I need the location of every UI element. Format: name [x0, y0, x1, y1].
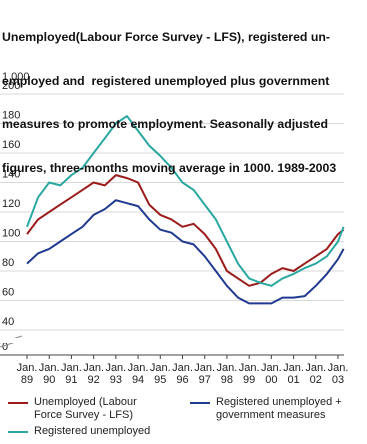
title-line: measures to promote employment. Seasonal…	[2, 117, 328, 131]
axis-break-gap	[0, 338, 22, 343]
y-tick-label: 100	[2, 227, 20, 239]
x-tick-label: Jan. 92	[83, 362, 105, 386]
x-tick-label: Jan. 89	[16, 362, 38, 386]
x-tick-label: Jan. 93	[105, 362, 127, 386]
legend-label: Registered unemployed	[34, 425, 151, 437]
y-tick-label: 200	[2, 80, 20, 92]
x-tick-label: Jan. 98	[216, 362, 238, 386]
x-tick-label: Jan. 95	[149, 362, 171, 386]
series-line	[26, 199, 345, 305]
y-tick-label: 80	[2, 257, 14, 269]
y-tick-label: 40	[2, 316, 14, 328]
y-tick-label: 60	[2, 286, 14, 298]
title-line: employed and registered unemployed plus …	[2, 73, 330, 88]
x-tick-label: Jan. 97	[194, 362, 216, 386]
y-tick-label: 180	[2, 109, 20, 121]
y-tick-label: 160	[2, 139, 20, 151]
x-tick-label: Jan. 02	[305, 362, 327, 386]
y-tick-label: 140	[2, 168, 20, 180]
legend-label: Registered unemployed + government measu…	[216, 396, 342, 421]
x-tick-label: Jan. 90	[38, 362, 60, 386]
x-tick-label: Jan. 91	[61, 362, 82, 386]
y-tick-label: 120	[2, 198, 20, 210]
x-tick-label: Jan. 03	[327, 362, 349, 386]
x-tick-label: Jan. 94	[127, 362, 149, 386]
x-tick-label: Jan. 96	[172, 362, 193, 386]
title-line: Unemployed(Labour Force Survey - LFS), r…	[2, 30, 330, 44]
y-tick-label: 0	[2, 341, 8, 353]
x-tick-label: Jan. 00	[260, 362, 282, 386]
series-line	[26, 115, 345, 287]
series-line	[26, 174, 345, 287]
y-unit-label: 1 000	[2, 71, 30, 83]
chart-title: Unemployed(Labour Force Survey - LFS), r…	[2, 1, 336, 190]
legend-label: Unemployed (Labour Force Survey - LFS)	[34, 396, 137, 421]
x-tick-label: Jan. 01	[283, 362, 304, 386]
title-line: figures, three-months moving average in …	[2, 160, 337, 175]
x-tick-label: Jan. 99	[238, 362, 260, 386]
